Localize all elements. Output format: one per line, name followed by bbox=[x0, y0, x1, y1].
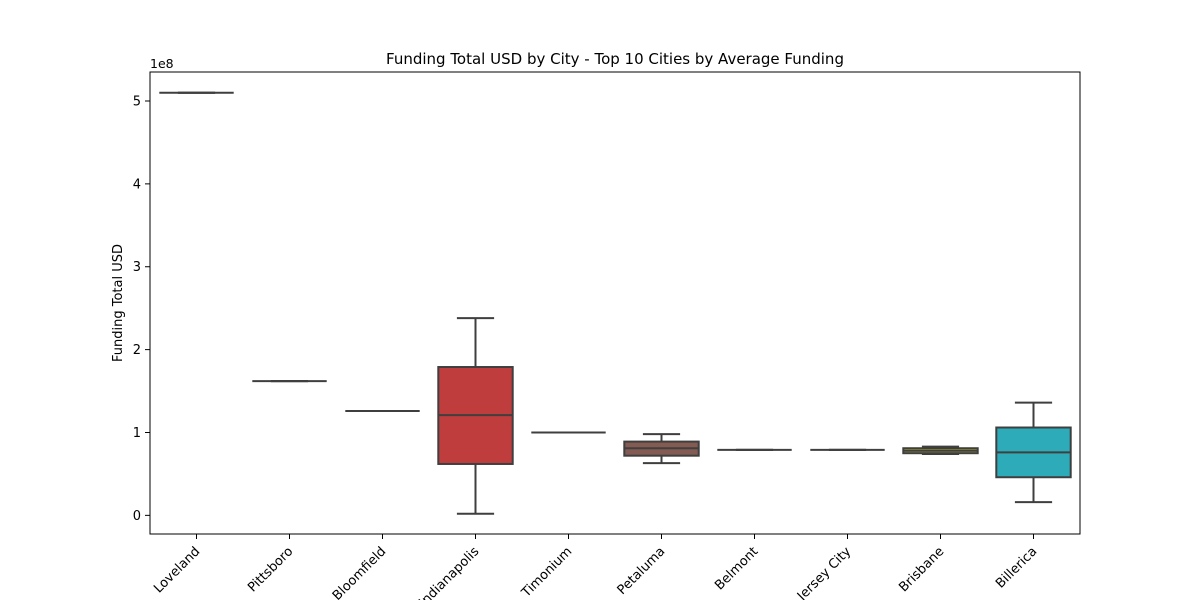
box-indianapolis bbox=[437, 317, 514, 515]
y-axis-ticks: 0 1 2 3 4 5 bbox=[133, 95, 150, 524]
boxes-layer bbox=[159, 91, 1072, 515]
box-billerica bbox=[995, 401, 1072, 504]
box-petaluma bbox=[623, 433, 700, 465]
box-brisbane bbox=[902, 445, 979, 456]
y-tick-label: 1 bbox=[133, 426, 141, 441]
y-tick-label: 4 bbox=[133, 177, 141, 192]
y-tick-label: 2 bbox=[133, 343, 141, 358]
y-axis-label: Funding Total USD bbox=[111, 244, 126, 362]
y-tick-label: 5 bbox=[133, 95, 141, 110]
y-offset-text: 1e8 bbox=[150, 56, 174, 71]
y-tick-label: 0 bbox=[133, 509, 141, 524]
y-tick-label: 3 bbox=[133, 260, 141, 275]
plot-frame bbox=[149, 71, 1081, 535]
chart-title: Funding Total USD by City - Top 10 Citie… bbox=[386, 50, 844, 68]
